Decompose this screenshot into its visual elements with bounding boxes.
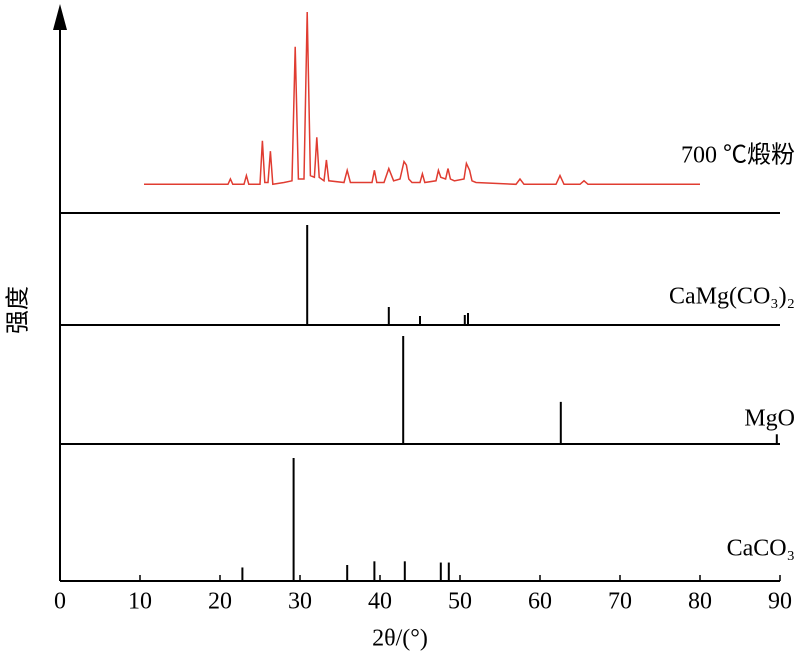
x-tick-label: 0 (54, 589, 66, 615)
x-tick-label: 20 (208, 589, 232, 615)
y-axis-arrow (53, 4, 67, 30)
x-tick-label: 80 (688, 589, 712, 615)
x-tick-label: 60 (528, 589, 552, 615)
x-tick-label: 90 (768, 589, 792, 615)
x-axis-label: 2θ/(°) (372, 626, 428, 652)
series-label: 700 ℃煅粉 (681, 142, 795, 169)
series-label: CaMg(CO₃)₂ (669, 284, 795, 310)
y-axis-label: 强度 (5, 286, 32, 334)
x-tick-label: 70 (608, 589, 632, 615)
x-tick-label: 40 (368, 589, 392, 615)
series-label: CaCO₃ (727, 536, 795, 562)
x-tick-label: 10 (128, 589, 152, 615)
series-label: MgO (744, 406, 795, 432)
x-tick-label: 50 (448, 589, 472, 615)
x-tick-label: 30 (288, 589, 312, 615)
xrd-pattern (144, 11, 700, 186)
